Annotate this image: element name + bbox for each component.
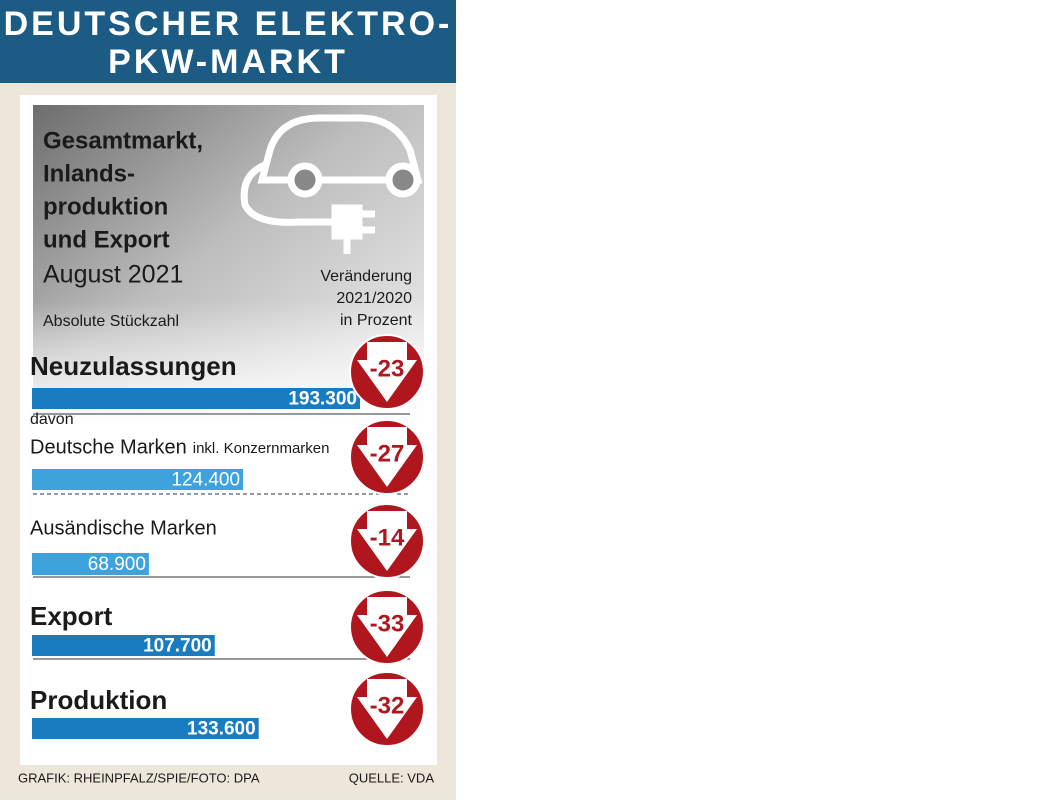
- category-label: Ausändische Marken: [30, 517, 217, 539]
- change-label: 2021/2020: [336, 290, 412, 307]
- source: QUELLE: VDA: [349, 770, 435, 785]
- subtitle: und Export: [43, 226, 170, 253]
- value-label: 133.600: [187, 719, 256, 740]
- bar: [32, 388, 360, 409]
- bar: [32, 553, 149, 575]
- unit-label: Absolute Stückzahl: [43, 313, 179, 330]
- value-label: 124.400: [171, 470, 240, 491]
- change-value: -32: [370, 692, 405, 719]
- change-value: -23: [370, 355, 405, 382]
- down-arrow: [357, 427, 417, 487]
- title: DEUTSCHER ELEKTRO-: [4, 5, 453, 43]
- category-label: Deutsche Marken: [30, 436, 187, 458]
- period: August 2021: [43, 261, 183, 289]
- change-value: -14: [370, 524, 405, 551]
- header-band: [0, 0, 456, 83]
- subtitle: Gesamtmarkt,: [43, 127, 203, 154]
- subtitle: produktion: [43, 193, 168, 220]
- credit: GRAFIK: RHEINPFALZ/SPIE/FOTO: DPA: [18, 770, 260, 785]
- down-arrow: [357, 597, 417, 657]
- down-arrow: [357, 342, 417, 402]
- change-label: Veränderung: [320, 268, 412, 285]
- value-label: 68.900: [88, 554, 146, 575]
- value-label: 107.700: [143, 636, 212, 657]
- subtitle: Inlands-: [43, 160, 135, 187]
- category-label: Export: [30, 601, 113, 631]
- annotation: davon: [30, 411, 74, 428]
- value-label: 193.300: [288, 389, 357, 410]
- category-label: Produktion: [30, 685, 167, 715]
- change-value: -33: [370, 610, 405, 637]
- bar: [32, 718, 259, 739]
- change-value: -27: [370, 440, 405, 467]
- change-label: in Prozent: [340, 312, 413, 329]
- down-arrow: [357, 511, 417, 571]
- title: PKW-MARKT: [108, 43, 348, 81]
- category-label: Neuzulassungen: [30, 351, 237, 381]
- car-icon: [240, 114, 423, 254]
- down-arrow: [357, 679, 417, 739]
- annotation: inkl. Konzernmarken: [193, 440, 330, 457]
- bar: [32, 469, 244, 490]
- bar: [32, 635, 215, 656]
